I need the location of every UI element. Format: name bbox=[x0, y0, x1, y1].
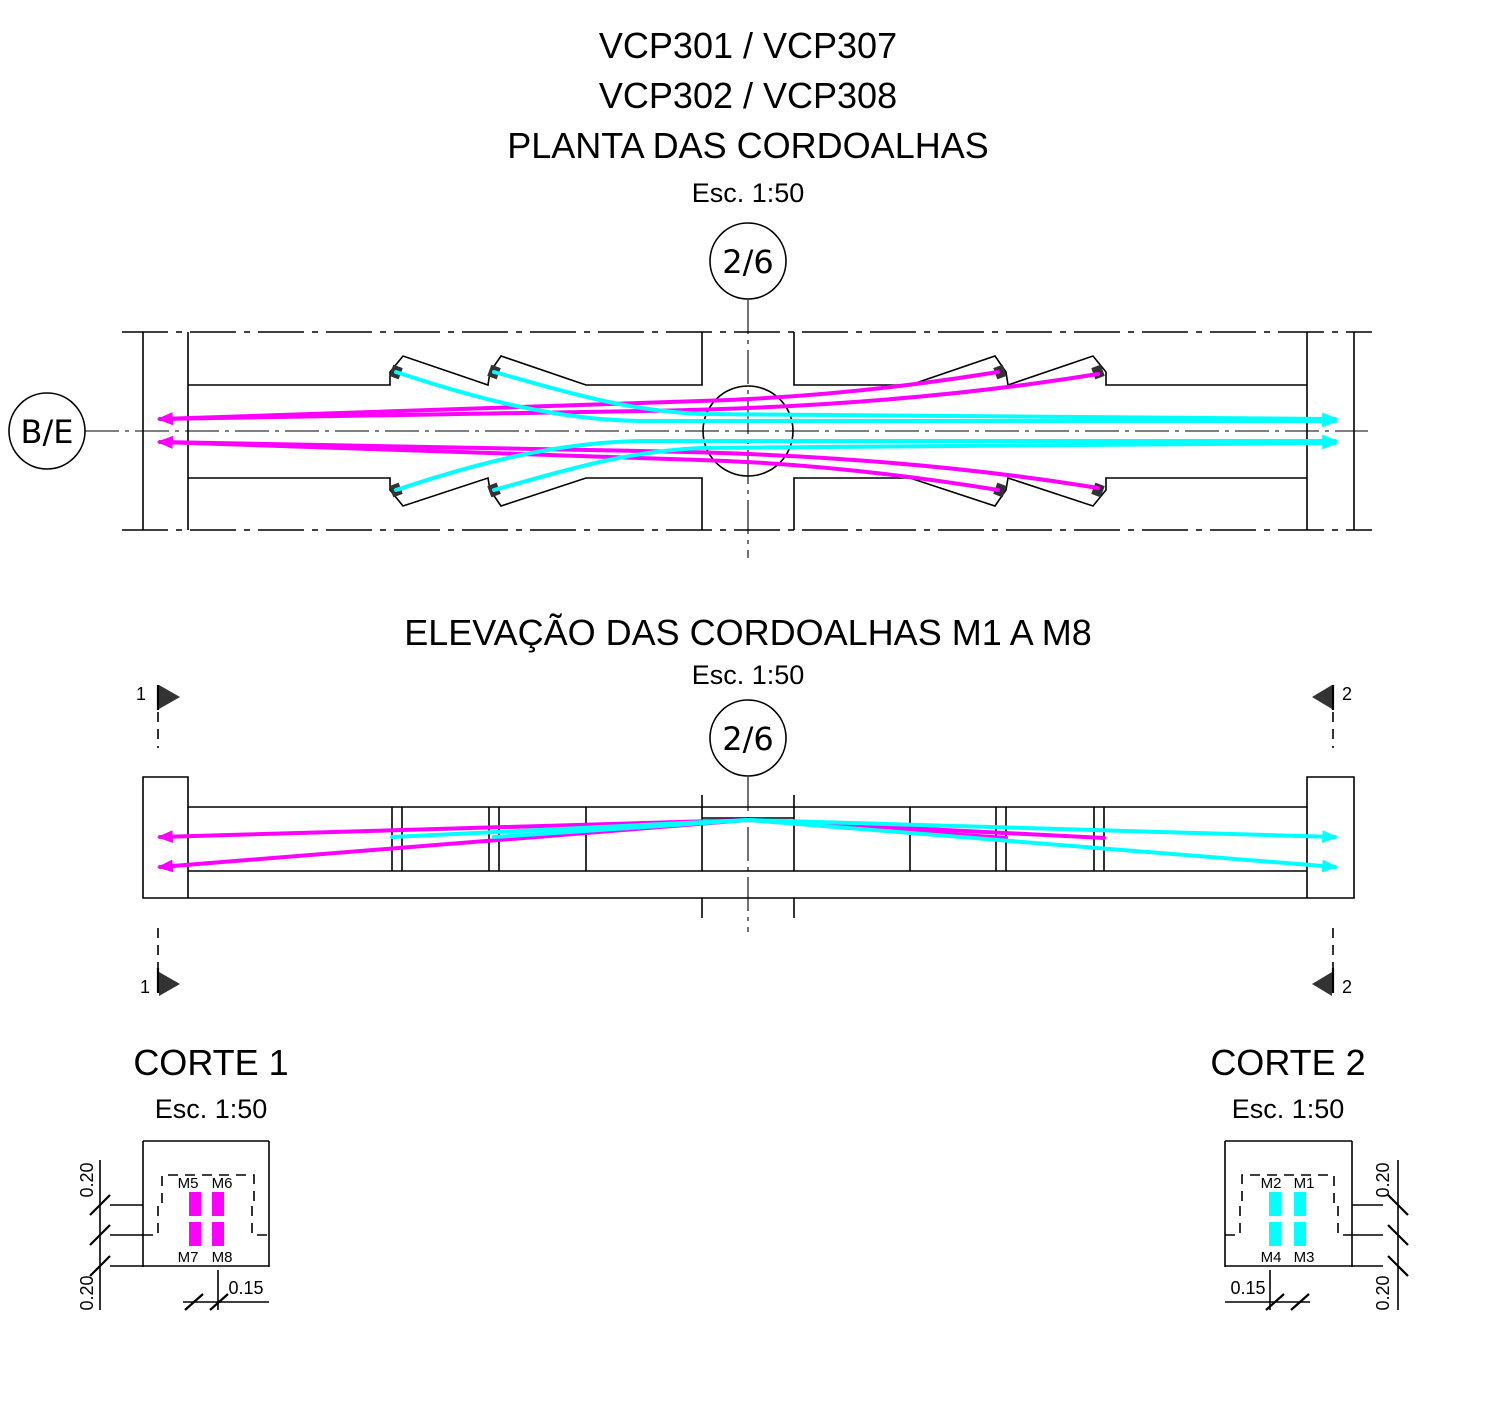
svg-text:1: 1 bbox=[140, 977, 150, 997]
elevation-scale: Esc. 1:50 bbox=[692, 660, 805, 690]
corte2-dim-bottom: 0.20 bbox=[1373, 1275, 1393, 1310]
svg-text:2: 2 bbox=[1342, 684, 1352, 704]
corte1-tendon-m5 bbox=[189, 1192, 201, 1216]
corte2-label-m2: M2 bbox=[1261, 1175, 1282, 1192]
corte1-tendon-m8 bbox=[212, 1222, 224, 1246]
plan-column bbox=[702, 385, 794, 477]
corte2-label-m4: M4 bbox=[1261, 1249, 1282, 1266]
corte2-label-m3: M3 bbox=[1294, 1249, 1315, 1266]
plan-title-line3: PLANTA DAS CORDOALHAS bbox=[507, 125, 988, 166]
corte1-label-m5: M5 bbox=[178, 1175, 199, 1192]
corte2-tendon-m3 bbox=[1294, 1222, 1306, 1246]
plan-tendon-m8 bbox=[156, 435, 1100, 490]
section-marker-left-top: 1 bbox=[136, 684, 180, 748]
plan-tendon-m6 bbox=[156, 372, 1100, 426]
corte1-dim-bottom: 0.20 bbox=[77, 1275, 97, 1310]
plan-title-line1: VCP301 / VCP307 bbox=[599, 25, 897, 66]
plan-tendon-m2 bbox=[492, 370, 1339, 426]
corte1-label-m8: M8 bbox=[212, 1249, 233, 1266]
corte2-label-m1: M1 bbox=[1294, 1175, 1315, 1192]
corte1-dim-width: 0.15 bbox=[228, 1278, 263, 1298]
corte1-title: CORTE 1 bbox=[133, 1042, 288, 1083]
grid-label-elev-top: 2/6 bbox=[722, 720, 774, 758]
plan-title-line2: VCP302 / VCP308 bbox=[599, 75, 897, 116]
corte2-tendon-m2 bbox=[1269, 1192, 1281, 1216]
grid-label-plan-left: B/E bbox=[21, 413, 74, 451]
plan-beam-outline-bottom bbox=[188, 476, 1307, 530]
section-marker-left-bottom: 1 bbox=[140, 928, 180, 997]
corte1-tendon-m6 bbox=[212, 1192, 224, 1216]
elevation-title: ELEVAÇÃO DAS CORDOALHAS M1 A M8 bbox=[404, 612, 1092, 653]
elev-tendon-cyan-lower bbox=[492, 817, 1339, 873]
elevation-view: 2/6 bbox=[142, 699, 1355, 932]
corte1-scale: Esc. 1:50 bbox=[155, 1094, 268, 1124]
svg-text:1: 1 bbox=[136, 684, 146, 704]
grid-bubble-elev-top bbox=[709, 699, 787, 777]
corte2-scale: Esc. 1:50 bbox=[1232, 1094, 1345, 1124]
corte2-title: CORTE 2 bbox=[1210, 1042, 1365, 1083]
plan-tendon-m1 bbox=[394, 370, 1339, 428]
corte1-section: M5 M6 M7 M8 0.20 0.20 0.15 bbox=[77, 1140, 270, 1311]
plan-beam-outline-top bbox=[188, 332, 1307, 387]
corte2-section: M2 M1 M4 M3 0.20 0.20 0.15 bbox=[1224, 1140, 1409, 1311]
elev-beam-outline bbox=[142, 776, 1355, 899]
plan-tendon-m4 bbox=[492, 436, 1339, 492]
corte2-tendon-m1 bbox=[1294, 1192, 1306, 1216]
section-marker-right-bottom: 2 bbox=[1312, 928, 1352, 997]
plan-tendon-m7 bbox=[156, 436, 1000, 492]
plan-scale: Esc. 1:50 bbox=[692, 178, 805, 208]
plan-tendon-m5 bbox=[156, 370, 1000, 425]
corte1-dim-top: 0.20 bbox=[77, 1162, 97, 1197]
corte1-tendon-m7 bbox=[189, 1222, 201, 1246]
svg-text:2: 2 bbox=[1342, 977, 1352, 997]
plan-view: 2/6 B/E bbox=[8, 222, 1372, 558]
corte1-label-m7: M7 bbox=[178, 1249, 199, 1266]
grid-label-plan-top: 2/6 bbox=[722, 243, 774, 281]
corte2-dim-width: 0.15 bbox=[1230, 1278, 1265, 1298]
corte2-tendon-m4 bbox=[1269, 1222, 1281, 1246]
grid-bubble-plan-top bbox=[709, 222, 787, 300]
corte1-label-m6: M6 bbox=[212, 1175, 233, 1192]
section-marker-right-top: 2 bbox=[1312, 684, 1352, 748]
corte2-dim-top: 0.20 bbox=[1373, 1162, 1393, 1197]
plan-tendon-m3 bbox=[394, 434, 1339, 492]
